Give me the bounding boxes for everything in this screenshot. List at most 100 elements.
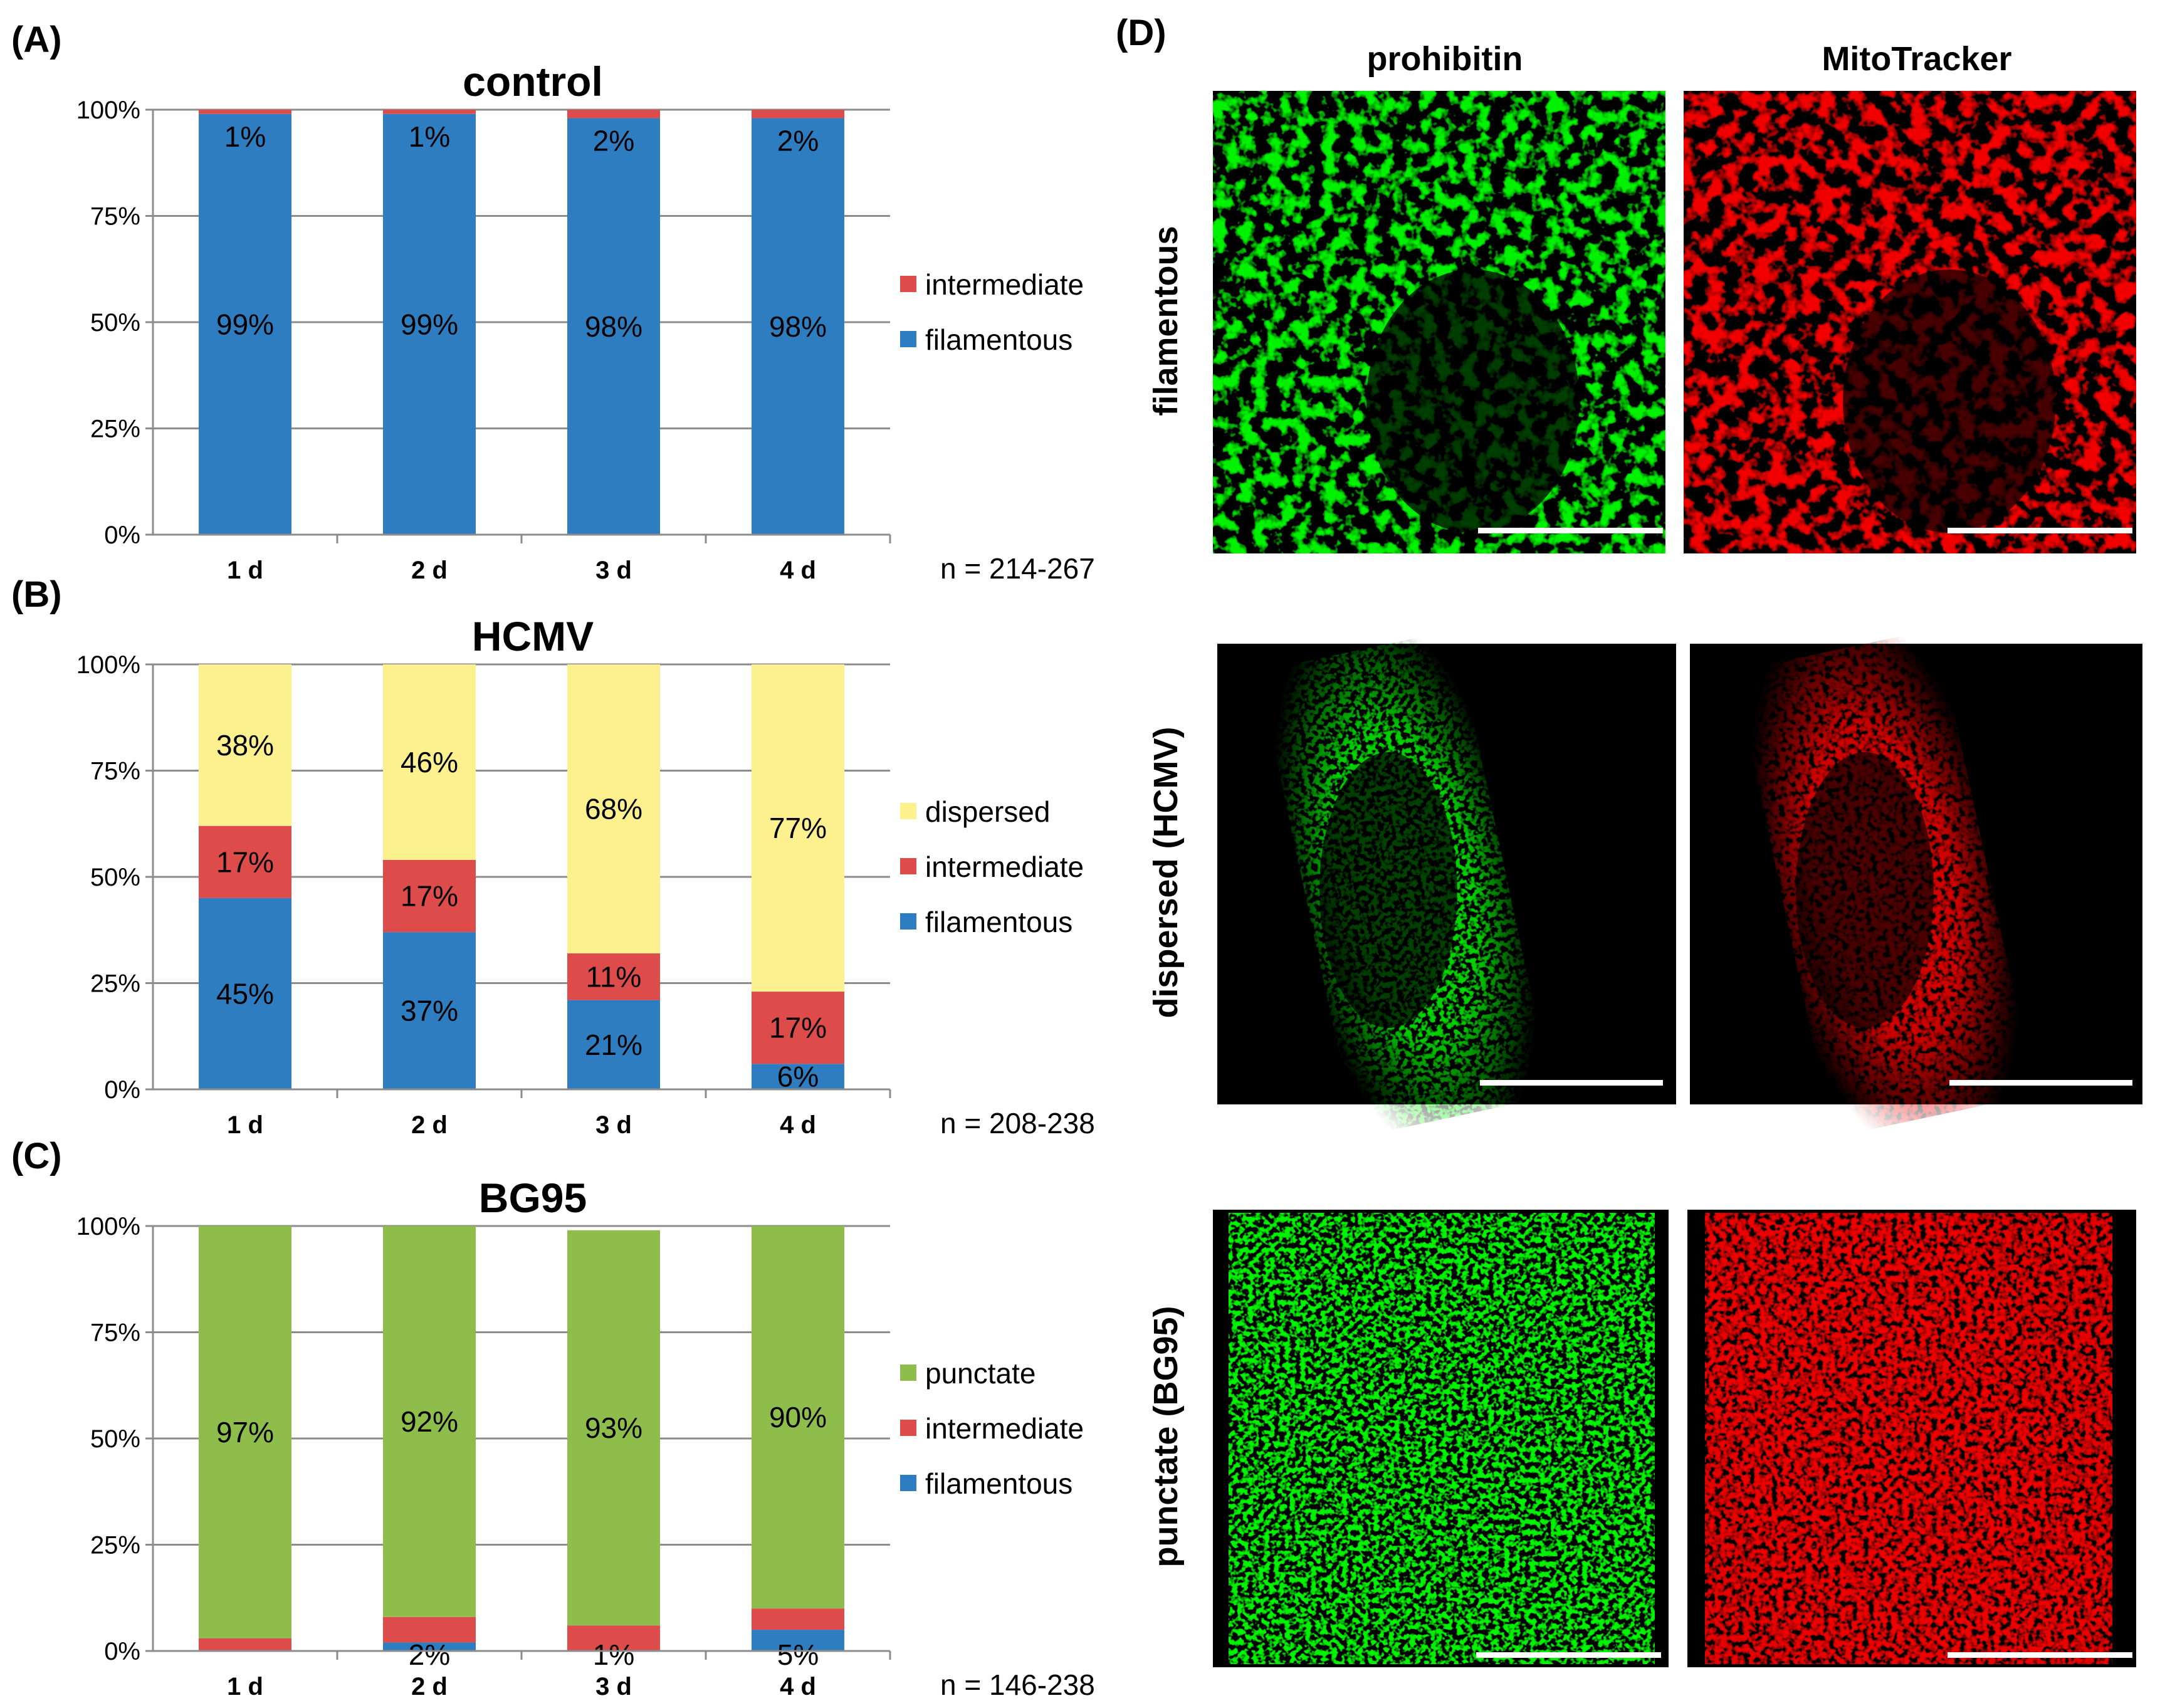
legend-label-punctate: punctate [925, 1357, 1035, 1390]
data-label: 92% [401, 1405, 458, 1438]
y-tick-label: 50% [90, 1425, 140, 1453]
y-tick-label: 25% [90, 1532, 140, 1559]
bar-segment-intermediate [567, 953, 660, 1000]
y-tick-label: 75% [90, 1319, 140, 1347]
bar-segment-filamentous [383, 932, 476, 1089]
bar-segment-intermediate [199, 1638, 291, 1651]
bar-segment-punctate [383, 1226, 476, 1617]
data-label: 17% [216, 846, 274, 878]
bar-segment-punctate [199, 1226, 291, 1638]
row-label-filamentous: filamentous [1147, 226, 1185, 416]
data-label: 99% [216, 308, 274, 340]
data-label: 11% [586, 960, 642, 993]
scale-bar [1948, 528, 2132, 533]
data-label: 90% [769, 1401, 827, 1433]
data-label: 93% [585, 1412, 642, 1444]
x-tick-label: 1 d [227, 1673, 263, 1700]
legend-swatch-dispersed [900, 803, 916, 819]
bar-segment-filamentous [383, 113, 476, 535]
scale-bar [1478, 528, 1663, 533]
data-label: 38% [216, 729, 274, 762]
sample-size-note: n = 214-267 [940, 552, 1095, 585]
panel-letter: (B) [11, 574, 62, 615]
chart-0: (A) control 0% 25% 50% 75% 100% 99% 1% 1 d 99% 1% 2 … [11, 19, 1095, 585]
row-label-dispersed: dispersed (HCMV) [1147, 726, 1185, 1018]
y-tick-label: 100% [76, 97, 140, 124]
legend-label-dispersed: dispersed [925, 795, 1050, 828]
micrograph-filamentous-prohibitin [1213, 91, 1665, 553]
x-tick-label: 4 d [780, 557, 816, 584]
micrograph-dispersed-mitotracker [1690, 628, 2142, 1138]
bar-segment-intermediate [752, 1608, 844, 1630]
bar-segment-dispersed [752, 664, 844, 992]
bar-segment-filamentous [199, 113, 291, 535]
scale-bar [1480, 1080, 1663, 1086]
legend-label-filamentous: filamentous [925, 1467, 1072, 1500]
data-label: 97% [216, 1416, 274, 1449]
data-label: 1% [409, 120, 450, 153]
bar-segment-intermediate [199, 110, 291, 114]
bar-segment-intermediate [199, 825, 291, 898]
y-tick-label: 0% [104, 1076, 140, 1104]
data-label: 68% [585, 793, 642, 825]
column-label-prohibitin: prohibitin [1367, 40, 1523, 78]
bar-segment-intermediate [752, 992, 844, 1064]
micrograph-punctate-prohibitin [1213, 1210, 1669, 1667]
legend-label-intermediate: intermediate [925, 268, 1084, 301]
bar-segment-filamentous [752, 118, 844, 535]
scale-bar [1948, 1652, 2132, 1658]
micrograph-punctate-mitotracker [1687, 1210, 2136, 1667]
panel-letter: (C) [11, 1136, 62, 1176]
data-label: 1% [224, 120, 266, 153]
y-tick-label: 25% [90, 416, 140, 443]
chart-1: (B) HCMV 0% 25% 50% 75% 100% 45% 17% 38% 1 d 37% 17%… [11, 574, 1095, 1140]
data-label: 6% [777, 1061, 819, 1093]
data-label: 98% [769, 310, 827, 343]
y-tick-label: 50% [90, 309, 140, 337]
data-label: 98% [585, 310, 642, 343]
data-label: 45% [216, 977, 274, 1010]
scale-bar [1476, 1652, 1661, 1658]
bar-segment-punctate [567, 1230, 660, 1626]
legend-label-filamentous: filamentous [925, 323, 1072, 356]
x-tick-label: 4 d [780, 1111, 816, 1139]
legend-swatch-punctate [900, 1365, 916, 1381]
data-label: 77% [769, 812, 827, 844]
row-label-punctate: punctate (BG95) [1147, 1306, 1185, 1567]
bar-segment-dispersed [199, 664, 291, 826]
legend-label-intermediate: intermediate [925, 851, 1084, 883]
bar-segment-intermediate [383, 110, 476, 114]
bar-segment-intermediate [567, 110, 660, 118]
y-tick-label: 0% [104, 521, 140, 549]
data-label: 21% [585, 1029, 642, 1061]
data-label: 1% [593, 1638, 634, 1671]
bar-charts: (A) control 0% 25% 50% 75% 100% 99% 1% 1 d 99% 1% 2 … [11, 19, 1095, 1701]
sample-size-note: n = 146-238 [940, 1669, 1095, 1701]
panel-letter-d: (D) [1116, 13, 1167, 53]
scale-bar [1949, 1080, 2132, 1086]
chart-title: HCMV [472, 613, 594, 659]
chart-title: BG95 [479, 1175, 587, 1221]
data-label: 2% [409, 1638, 450, 1671]
chart-title: control [463, 58, 603, 105]
micrograph-dispersed-prohibitin [1217, 629, 1676, 1138]
legend-swatch-filamentous [900, 913, 916, 930]
x-tick-label: 2 d [411, 1673, 448, 1700]
data-label: 17% [769, 1012, 827, 1044]
y-tick-label: 75% [90, 203, 140, 231]
bar-segment-punctate [752, 1226, 844, 1609]
legend-swatch-intermediate [900, 276, 916, 292]
x-tick-label: 2 d [411, 557, 448, 584]
legend-label-intermediate: intermediate [925, 1412, 1084, 1445]
x-tick-label: 3 d [595, 1111, 632, 1139]
y-tick-label: 50% [90, 864, 140, 891]
bar-segment-intermediate [383, 1616, 476, 1643]
data-label: 2% [593, 125, 634, 157]
legend-swatch-intermediate [900, 1420, 916, 1436]
data-label: 99% [401, 308, 458, 340]
bar-segment-filamentous [383, 1642, 476, 1651]
bar-segment-filamentous [752, 1630, 844, 1651]
y-tick-label: 0% [104, 1638, 140, 1665]
